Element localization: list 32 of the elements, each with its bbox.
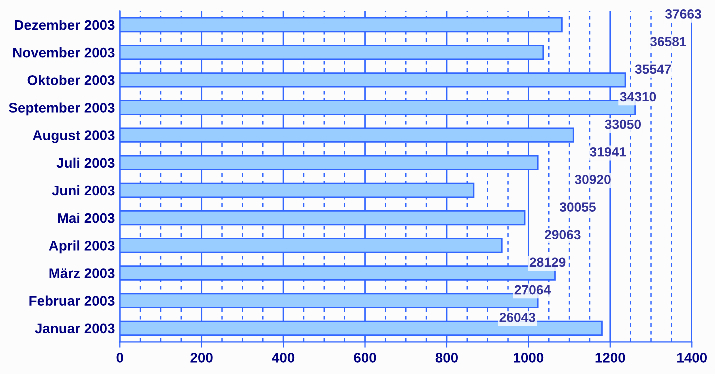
y-tick-label: März 2003 [50,268,115,278]
y-tick-label: Juli 2003 [56,158,115,168]
y-tick-label: Mai 2003 [58,213,115,224]
y-tick-label: Februar 2003 [30,296,115,306]
y-tick-label: Oktober 2003 [28,75,115,86]
annotation: 35547 [635,64,672,74]
x-tick-label: 1400 [678,352,707,363]
annotation: 30920 [575,175,611,184]
y-tick-label: September 2003 [9,102,115,116]
x-tick-label: 600 [354,352,376,363]
y-tick-label: Dezember 2003 [15,20,115,30]
x-tick-label: 1000 [514,352,544,363]
x-tick-label: 1200 [596,352,626,363]
annotation: 33050 [605,120,642,130]
y-tick-label: August 2003 [33,130,115,144]
annotation: 28129 [530,258,566,268]
x-tick-label: 400 [272,352,295,363]
y-tick-label: Januar 2003 [35,324,115,334]
y-tick-label: April 2003 [49,240,115,254]
x-tick-label: 0 [116,352,124,363]
annotation: 26043 [500,312,536,322]
x-tick-label: 800 [436,352,458,363]
annotation: 27064 [514,285,552,295]
annotation: 34310 [620,92,656,102]
x-tick-label: 200 [190,352,213,363]
y-tick-label: Juni 2003 [52,185,115,196]
y-tick-label: November 2003 [14,48,115,58]
annotation: 37663 [666,10,702,19]
annotation: 29063 [545,230,581,240]
annotation: 30055 [560,202,596,212]
annotation: 31941 [590,147,626,157]
annotation: 36581 [650,37,686,46]
